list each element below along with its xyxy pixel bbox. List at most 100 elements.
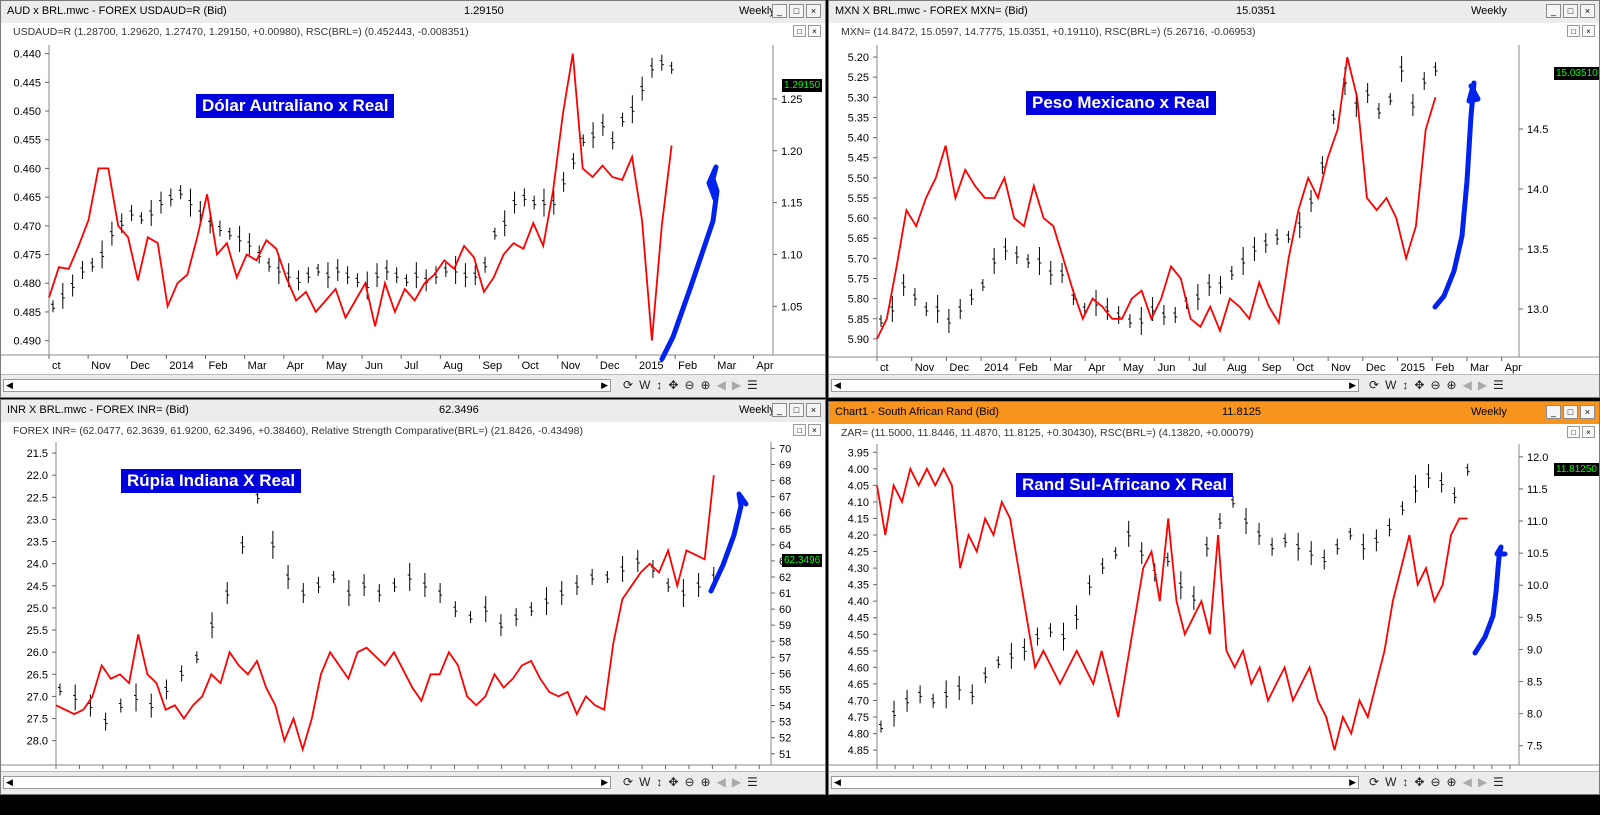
close-button[interactable]: × — [806, 4, 821, 18]
menu-icon[interactable]: ☰ — [747, 775, 758, 789]
w-button[interactable]: W — [1385, 378, 1397, 392]
zoom-in-icon[interactable]: ⊕ — [700, 378, 711, 392]
next-icon[interactable]: ▶ — [1477, 775, 1488, 789]
refresh-icon[interactable]: ⟳ — [623, 378, 634, 392]
pane-restore-button[interactable]: □ — [1567, 25, 1580, 37]
zoom-in-icon[interactable]: ⊕ — [1446, 378, 1457, 392]
scroll-right-icon[interactable]: ▶ — [601, 380, 608, 390]
scroll-right-icon[interactable]: ▶ — [1349, 380, 1356, 390]
price-bar — [905, 689, 910, 712]
price-bar — [529, 602, 534, 617]
chart-panel-zar[interactable]: Chart1 - South African Rand (Bid) 11.812… — [828, 401, 1600, 795]
x-tick-label: Feb — [1019, 362, 1038, 374]
menu-icon[interactable]: ☰ — [747, 378, 758, 392]
w-button[interactable]: W — [639, 775, 651, 789]
minimize-button[interactable]: _ — [1546, 405, 1561, 419]
chart-panel-inr[interactable]: INR X BRL.mwc - FOREX INR= (Bid) 62.3496… — [0, 399, 826, 795]
panel-titlebar[interactable]: AUD x BRL.mwc - FOREX USDAUD=R (Bid) 1.2… — [1, 1, 825, 24]
price-bar — [118, 698, 123, 713]
horizontal-scrollbar[interactable]: ◀ ▶ — [3, 379, 611, 392]
move-icon[interactable]: ✥ — [1414, 378, 1425, 392]
menu-icon[interactable]: ☰ — [1493, 775, 1504, 789]
pane-close-button[interactable]: × — [1582, 25, 1595, 37]
prev-icon[interactable]: ◀ — [716, 775, 726, 789]
left-tick-label: 5.85 — [848, 314, 869, 326]
scroll-left-icon[interactable]: ◀ — [834, 777, 841, 787]
panel-titlebar[interactable]: MXN X BRL.mwc - FOREX MXN= (Bid) 15.0351… — [829, 1, 1599, 24]
maximize-button[interactable]: □ — [789, 4, 804, 18]
x-tick-label: Mar — [1470, 362, 1489, 374]
refresh-icon[interactable]: ⟳ — [1369, 775, 1380, 789]
indicator-values: MXN= (14.8472, 15.0597, 14.7775, 15.0351… — [841, 26, 1256, 38]
w-button[interactable]: W — [1385, 775, 1397, 789]
next-icon[interactable]: ▶ — [1477, 378, 1488, 392]
vertical-resize-icon[interactable]: ↕ — [656, 378, 663, 392]
horizontal-scrollbar[interactable]: ◀ ▶ — [3, 776, 611, 789]
left-tick-label: 5.90 — [848, 334, 869, 346]
zoom-in-icon[interactable]: ⊕ — [700, 775, 711, 789]
minimize-button[interactable]: _ — [772, 4, 787, 18]
chart-panel-mxn[interactable]: MXN X BRL.mwc - FOREX MXN= (Bid) 15.0351… — [828, 0, 1600, 398]
zoom-out-icon[interactable]: ⊖ — [1430, 378, 1441, 392]
left-tick-label: 4.70 — [848, 695, 869, 707]
maximize-button[interactable]: □ — [1563, 4, 1578, 18]
prev-icon[interactable]: ◀ — [1462, 775, 1472, 789]
refresh-icon[interactable]: ⟳ — [1369, 378, 1380, 392]
zoom-out-icon[interactable]: ⊖ — [684, 775, 695, 789]
right-tick-label: 59 — [779, 620, 791, 632]
panel-titlebar[interactable]: Chart1 - South African Rand (Bid) 11.812… — [829, 402, 1599, 425]
chart-area[interactable]: 5.20 5.25 5.30 5.35 5.40 5.45 5.50 5.55 5.60 5.65… — [829, 41, 1600, 377]
menu-icon[interactable]: ☰ — [1493, 378, 1504, 392]
move-icon[interactable]: ✥ — [668, 378, 679, 392]
vertical-resize-icon[interactable]: ↕ — [656, 775, 663, 789]
pane-close-button[interactable]: × — [1582, 426, 1595, 438]
left-tick-label: 4.35 — [848, 580, 869, 592]
next-icon[interactable]: ▶ — [731, 775, 742, 789]
w-button[interactable]: W — [639, 378, 651, 392]
price-bar — [630, 95, 635, 124]
price-bar — [924, 302, 929, 316]
move-icon[interactable]: ✥ — [1414, 775, 1425, 789]
price-bar — [325, 262, 330, 289]
move-icon[interactable]: ✥ — [668, 775, 679, 789]
horizontal-scrollbar[interactable]: ◀ ▶ — [831, 379, 1359, 392]
chart-panel-aud[interactable]: AUD x BRL.mwc - FOREX USDAUD=R (Bid) 1.2… — [0, 0, 826, 398]
maximize-button[interactable]: □ — [1563, 405, 1578, 419]
pane-close-button[interactable]: × — [808, 424, 821, 436]
horizontal-scrollbar[interactable]: ◀ ▶ — [831, 776, 1359, 789]
pane-close-button[interactable]: × — [808, 25, 821, 37]
price-bar — [696, 573, 701, 598]
chart-area[interactable]: 0.440 0.445 0.450 0.455 0.460 0.465 0.470 0.475… — [1, 41, 826, 377]
zoom-in-icon[interactable]: ⊕ — [1446, 775, 1457, 789]
scroll-right-icon[interactable]: ▶ — [601, 777, 608, 787]
left-tick-label: 4.30 — [848, 563, 869, 575]
close-button[interactable]: × — [806, 403, 821, 417]
vertical-resize-icon[interactable]: ↕ — [1402, 775, 1409, 789]
scroll-left-icon[interactable]: ◀ — [834, 380, 841, 390]
scroll-left-icon[interactable]: ◀ — [6, 380, 13, 390]
indicator-values: USDAUD=R (1.28700, 1.29620, 1.27470, 1.2… — [13, 26, 469, 38]
prev-icon[interactable]: ◀ — [716, 378, 726, 392]
minimize-button[interactable]: _ — [1546, 4, 1561, 18]
vertical-resize-icon[interactable]: ↕ — [1402, 378, 1409, 392]
scroll-right-icon[interactable]: ▶ — [1349, 777, 1356, 787]
panel-titlebar[interactable]: INR X BRL.mwc - FOREX INR= (Bid) 62.3496… — [1, 400, 825, 423]
prev-icon[interactable]: ◀ — [1462, 378, 1472, 392]
refresh-icon[interactable]: ⟳ — [623, 775, 634, 789]
close-button[interactable]: × — [1580, 4, 1595, 18]
price-bar — [227, 227, 232, 240]
price-bar — [498, 614, 503, 637]
right-tick-label: 9.0 — [1527, 644, 1542, 656]
minimize-button[interactable]: _ — [772, 403, 787, 417]
pane-restore-button[interactable]: □ — [793, 25, 806, 37]
zoom-out-icon[interactable]: ⊖ — [684, 378, 695, 392]
zoom-out-icon[interactable]: ⊖ — [1430, 775, 1441, 789]
next-icon[interactable]: ▶ — [731, 378, 742, 392]
pane-restore-button[interactable]: □ — [793, 424, 806, 436]
maximize-button[interactable]: □ — [789, 403, 804, 417]
pane-restore-button[interactable]: □ — [1567, 426, 1580, 438]
close-button[interactable]: × — [1580, 405, 1595, 419]
price-bar — [1139, 307, 1144, 335]
price-bar — [247, 233, 252, 256]
scroll-left-icon[interactable]: ◀ — [6, 777, 13, 787]
